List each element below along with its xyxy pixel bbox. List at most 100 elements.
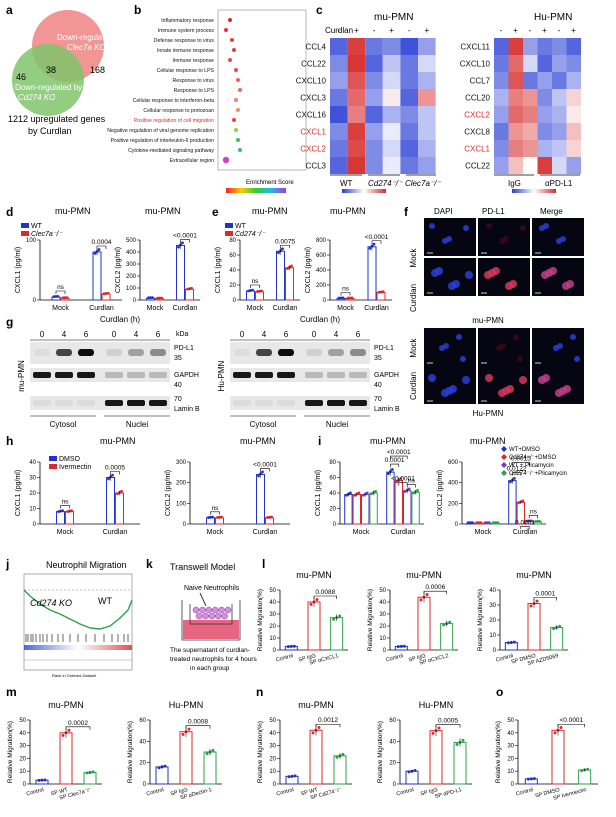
cell-signal <box>463 225 469 231</box>
bar <box>56 511 65 525</box>
bar <box>352 494 362 525</box>
x-tick-label: Control <box>275 653 294 663</box>
data-point <box>492 521 495 525</box>
y-tick-label: 0 <box>133 298 137 304</box>
y-tick-label: 20 <box>139 761 146 767</box>
bar <box>65 511 74 525</box>
term-label: Response to LPS <box>174 88 215 94</box>
data-point <box>277 251 280 255</box>
term-label: Cytokine-mediated signaling pathway <box>128 148 214 154</box>
significance-bracket <box>423 590 447 595</box>
bar <box>155 766 169 785</box>
panel-letter: l <box>262 557 265 571</box>
venn-label: Clec7a KO <box>67 43 106 52</box>
data-point <box>160 296 163 300</box>
data-point <box>120 489 123 493</box>
data-point <box>485 521 489 525</box>
insert <box>189 604 233 625</box>
cell-signal <box>555 389 563 397</box>
data-point <box>93 252 97 255</box>
p-value: ns <box>212 505 220 512</box>
term-label: Cellular response to protozoan <box>143 108 214 114</box>
panel-letter: f <box>404 205 409 219</box>
y-tick-label: 0 <box>273 782 277 788</box>
data-point <box>553 731 557 735</box>
chart-title: Hu-PMN <box>419 700 454 710</box>
data-point <box>281 247 284 251</box>
data-point <box>61 733 65 737</box>
kda-label: kDa <box>176 331 189 338</box>
color-scale <box>226 188 286 193</box>
data-point <box>526 777 530 781</box>
y-tick-label: 200 <box>126 274 137 280</box>
gene-label: CCL3 <box>306 162 327 171</box>
bar <box>185 288 194 301</box>
blot-strip <box>230 368 370 382</box>
y-tick-label: 50 <box>269 588 276 594</box>
venn-count: 46 <box>16 72 26 82</box>
y-tick-label: 200 <box>176 481 187 487</box>
chart-title: mu-PMN <box>296 570 332 580</box>
data-point <box>315 598 319 602</box>
heatmap-cell <box>552 72 567 89</box>
row-label: Mock <box>409 337 418 357</box>
y-tick-label: 20 <box>329 507 336 513</box>
blot-band <box>234 349 250 356</box>
bar-chart-h1: 0 10 20 30 40 CXCL1 (pg/ml) Mock Curdlan 0.0005 n… <box>15 460 140 536</box>
bar <box>527 603 541 651</box>
heatmap-cell <box>508 157 523 174</box>
legend-label: WT+DMSO <box>509 447 540 453</box>
neutrophil-cell <box>192 606 200 614</box>
time-label: 4 <box>62 330 67 339</box>
y-tick-label: 0 <box>383 648 387 654</box>
term-dot <box>222 156 230 164</box>
band-label: Lamin B <box>174 406 200 413</box>
neutrophil-cell <box>205 606 213 614</box>
time-label: 6 <box>84 330 89 339</box>
heatmap-cell <box>365 140 383 157</box>
heatmap-cell <box>523 38 538 55</box>
data-point <box>559 726 563 730</box>
chart-title: mu-PMN <box>252 206 288 216</box>
p-value: 0.0001 <box>515 519 535 526</box>
y-tick-label: 200 <box>448 501 459 507</box>
band-label: PD-L1 <box>374 345 394 352</box>
data-point <box>475 521 479 525</box>
blot-band <box>105 400 123 406</box>
cell-signal <box>517 356 523 362</box>
legend-swatch <box>21 223 29 228</box>
micrograph-grid <box>424 218 584 404</box>
p-value: 0.0001 <box>385 457 405 464</box>
time-label: 6 <box>156 330 161 339</box>
term-dot <box>238 88 242 92</box>
p-value: 0.0088 <box>315 589 335 596</box>
data-point <box>151 296 154 300</box>
chart-title: mu-PMN <box>370 436 406 446</box>
significance-bracket <box>65 726 91 730</box>
gene-label: CXCL16 <box>296 111 327 120</box>
data-point <box>181 732 185 736</box>
p-value: ns <box>252 278 260 285</box>
data-point <box>552 627 556 631</box>
y-tick-label: 10 <box>269 636 276 642</box>
bar-chart-e1: 0 20 40 60 80 CXCL1 (pg/ml) Mock Curdlan 0.0075 n… <box>215 238 300 312</box>
cell-signal <box>462 376 470 384</box>
band-label: PD-L1 <box>174 345 194 352</box>
heatmap-cell <box>365 106 383 123</box>
bar <box>361 494 370 525</box>
y-tick-label: 20 <box>29 491 36 497</box>
data-point <box>350 296 354 300</box>
sign: + <box>354 26 359 35</box>
heatmap-hu <box>494 38 581 174</box>
sign: + <box>571 26 576 35</box>
heatmap-cell <box>347 140 366 157</box>
data-point <box>512 640 516 644</box>
heatmap-cell <box>523 140 538 157</box>
row-label: Curdlan <box>409 372 418 400</box>
legend-label: WT + Plicamycin <box>509 463 554 469</box>
time-label: 6 <box>284 330 289 339</box>
y-axis-label: CXCL2 (pg/ml) <box>165 470 172 516</box>
time-label: 6 <box>356 330 361 339</box>
panel-letter: a <box>6 3 13 17</box>
cell-signal <box>429 223 435 229</box>
